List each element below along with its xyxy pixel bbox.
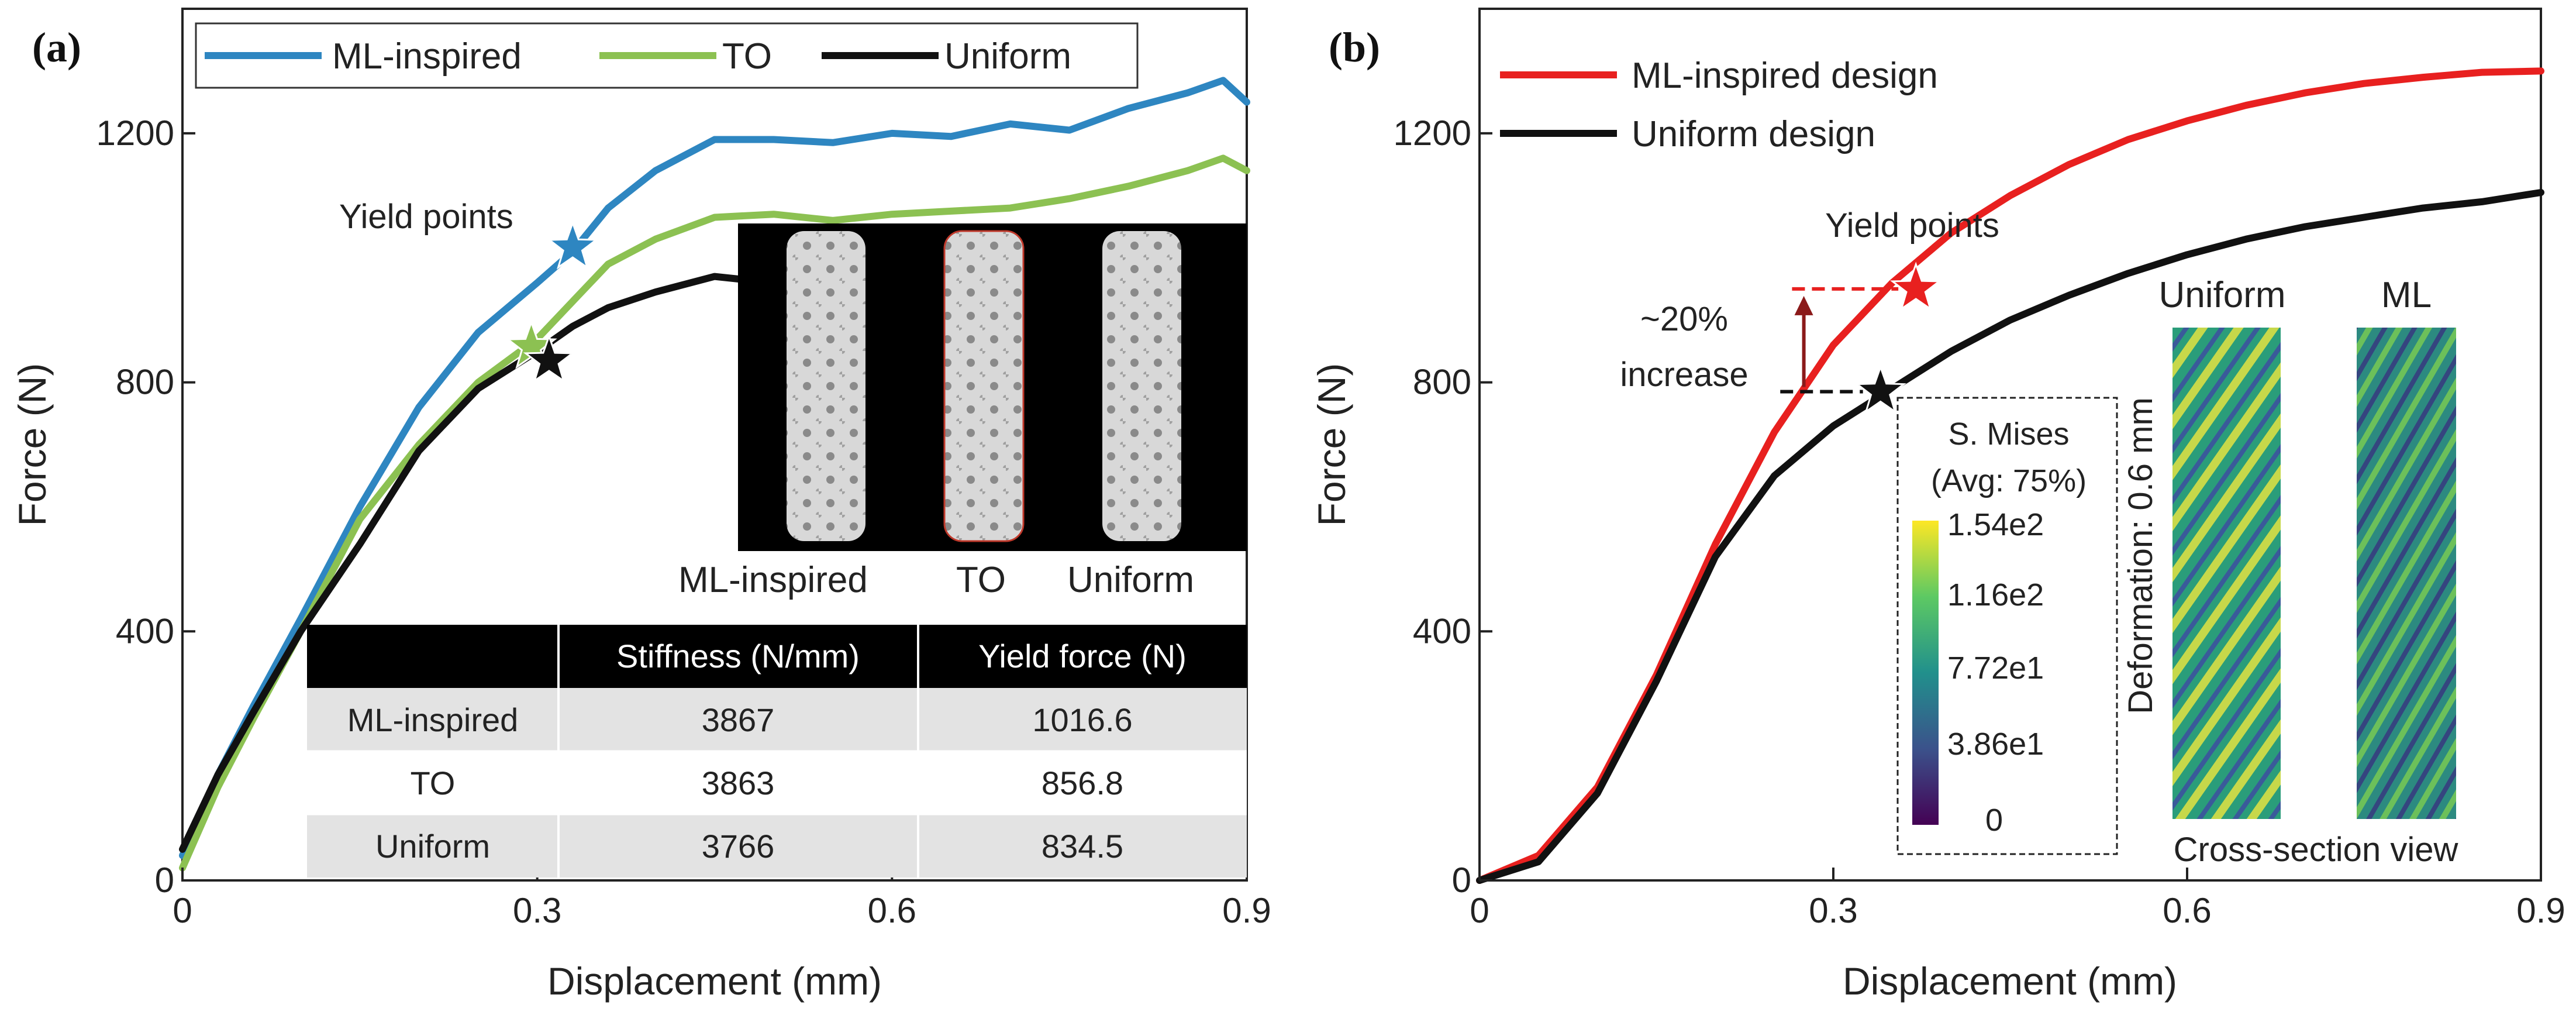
series-line-to bbox=[179, 154, 1250, 872]
table-cell: 3766 bbox=[702, 828, 775, 865]
lattice-ml-inspired bbox=[787, 231, 865, 541]
panel-a: (a) 0 0.3 0.6 0.9 0 400 800 1200 ML-inspired TO… bbox=[11, 8, 1271, 1003]
colorbar-label: 3.86e1 bbox=[1947, 727, 2044, 762]
increase-percent: ~20% bbox=[1640, 300, 1728, 338]
colorbar-label: 1.16e2 bbox=[1947, 577, 2044, 612]
increase-arrow-head bbox=[1794, 295, 1813, 315]
colorbar-label: 0 bbox=[1985, 803, 2003, 838]
panel-b-markers bbox=[1854, 261, 1942, 414]
x-tick-label: 0.6 bbox=[2163, 891, 2211, 930]
fem-label-ml: ML bbox=[2381, 275, 2432, 315]
inset-label-to: TO bbox=[956, 560, 1006, 600]
legend-label-ml-inspired-design: ML-inspired design bbox=[1632, 56, 1938, 96]
legend-label-to: TO bbox=[722, 36, 772, 77]
panel-a-yield-annotation: Yield points bbox=[339, 198, 513, 236]
panel-a-inset-image bbox=[738, 223, 1247, 551]
series-line-uniform bbox=[179, 273, 778, 853]
series-line-uniform-design bbox=[1476, 189, 2544, 884]
colorbar-label: 7.72e1 bbox=[1947, 651, 2044, 686]
panel-b-series bbox=[1476, 67, 2544, 884]
table-row bbox=[307, 688, 1247, 751]
y-tick-label: 0 bbox=[155, 861, 174, 900]
panel-b-yield-annotation: Yield points bbox=[1825, 207, 1999, 245]
yield-marker-uniform-design bbox=[1854, 364, 1906, 414]
table-cell: 3863 bbox=[702, 765, 775, 801]
y-tick-label: 0 bbox=[1452, 861, 1471, 900]
panel-b-ticks: 0 0.3 0.6 0.9 0 400 800 1200 bbox=[1394, 113, 2565, 930]
panel-b-plot-frame bbox=[1478, 8, 2542, 882]
x-tick-label: 0.9 bbox=[1222, 891, 1271, 930]
table-header-row bbox=[307, 625, 1247, 688]
panel-b-yield-guides bbox=[1780, 287, 1899, 394]
colorbar-gradient bbox=[1912, 521, 1939, 825]
panel-b-label: (b) bbox=[1329, 24, 1380, 71]
panel-b-legend: ML-inspired design Uniform design bbox=[1500, 56, 1938, 154]
legend-label-uniform-design: Uniform design bbox=[1632, 114, 1875, 154]
legend-label-ml-inspired: ML-inspired bbox=[332, 36, 522, 77]
panel-b: (b) 0 0.3 0.6 0.9 0 400 800 1200 ML-inspired de… bbox=[1310, 8, 2565, 1003]
table-cell: TO bbox=[411, 765, 456, 801]
panel-b-x-axis-title: Displacement (mm) bbox=[1843, 959, 2177, 1003]
colorbar-legend: S. Mises (Avg: 75%) 1.54e2 1.16e2 7.72e1… bbox=[1896, 397, 2118, 855]
y-tick-label: 1200 bbox=[1394, 113, 1471, 153]
table-header-yield-force: Yield force (N) bbox=[978, 638, 1187, 674]
table-cell: 1016.6 bbox=[1032, 701, 1132, 738]
panel-a-series bbox=[179, 77, 1250, 872]
panel-b-y-axis-title: Force (N) bbox=[1310, 363, 1353, 526]
panel-a-ticks: 0 0.3 0.6 0.9 0 400 800 1200 bbox=[96, 113, 1271, 930]
fem-caption: Cross-section view bbox=[2174, 831, 2459, 869]
table-cell: ML-inspired bbox=[347, 701, 519, 738]
table-cell: 834.5 bbox=[1042, 828, 1123, 865]
colorbar-label: 1.54e2 bbox=[1947, 507, 2044, 542]
x-tick-label: 0 bbox=[1470, 891, 1489, 930]
fem-ml-section bbox=[2357, 328, 2456, 819]
x-tick-label: 0.3 bbox=[513, 891, 561, 930]
yield-marker-ml-inspired bbox=[547, 220, 599, 270]
fem-deformation-label: Deformation: 0.6 mm bbox=[2122, 397, 2160, 714]
y-tick-label: 800 bbox=[116, 363, 174, 402]
lattice-uniform bbox=[1102, 231, 1181, 541]
inset-label-ml-inspired: ML-inspired bbox=[678, 560, 868, 600]
yield-marker-uniform bbox=[523, 333, 575, 383]
x-tick-label: 0 bbox=[173, 891, 192, 930]
panel-a-x-axis-title: Displacement (mm) bbox=[547, 959, 882, 1003]
fem-inset: Uniform ML Deformation: 0.6 mm Cross-sec… bbox=[2122, 275, 2458, 869]
colorbar-title: S. Mises bbox=[1948, 417, 2069, 452]
series-line-ml-inspired bbox=[179, 77, 1250, 859]
y-tick-label: 1200 bbox=[96, 113, 174, 153]
colorbar-subtitle: (Avg: 75%) bbox=[1931, 463, 2087, 498]
panel-a-markers bbox=[505, 220, 599, 383]
yield-marker-ml-inspired-design bbox=[1889, 261, 1942, 311]
legend-label-uniform: Uniform bbox=[944, 36, 1071, 77]
increase-word: increase bbox=[1620, 356, 1748, 394]
y-tick-label: 400 bbox=[116, 611, 174, 651]
x-tick-label: 0.3 bbox=[1809, 891, 1857, 930]
table-cell: Uniform bbox=[375, 828, 490, 865]
table-row bbox=[307, 814, 1247, 877]
fem-uniform-section bbox=[2172, 328, 2281, 819]
panel-a-table: Stiffness (N/mm) Yield force (N) ML-insp… bbox=[307, 625, 1247, 877]
inset-label-uniform: Uniform bbox=[1067, 560, 1194, 600]
table-header-stiffness: Stiffness (N/mm) bbox=[616, 638, 860, 674]
fem-label-uniform: Uniform bbox=[2158, 275, 2285, 315]
table-row bbox=[307, 751, 1247, 814]
panel-a-label: (a) bbox=[32, 24, 81, 71]
table-cell: 3867 bbox=[702, 701, 775, 738]
panel-a-y-axis-title: Force (N) bbox=[11, 363, 54, 526]
y-tick-label: 400 bbox=[1413, 611, 1471, 651]
x-tick-label: 0.9 bbox=[2516, 891, 2565, 930]
x-tick-label: 0.6 bbox=[868, 891, 916, 930]
y-tick-label: 800 bbox=[1413, 363, 1471, 402]
lattice-to bbox=[943, 230, 1025, 542]
panel-a-legend: ML-inspired TO Uniform bbox=[195, 22, 1139, 89]
table-cell: 856.8 bbox=[1042, 765, 1123, 801]
